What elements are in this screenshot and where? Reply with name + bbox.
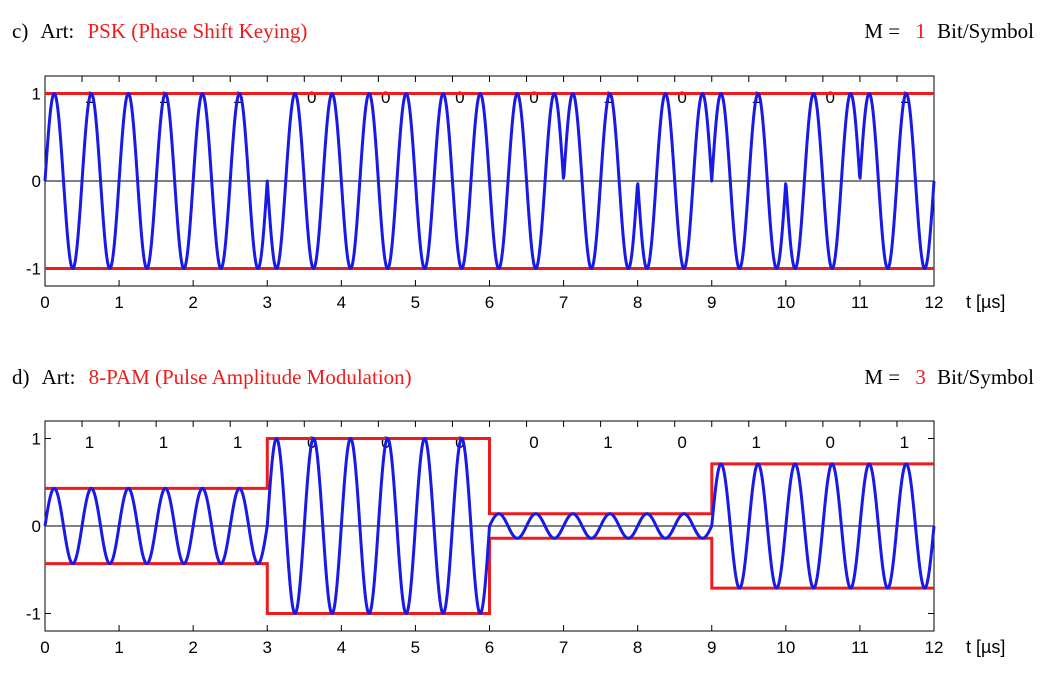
panel-c-title: PSK (Phase Shift Keying) — [88, 19, 308, 43]
panel-c-ytick-label: 1 — [32, 85, 41, 104]
panel-d-m-value: 3 — [915, 365, 926, 389]
panel-c-xtick-label: 9 — [707, 293, 716, 312]
panel-c-xtick-label: 11 — [851, 293, 869, 312]
panel-d-xtick-label: 12 — [925, 638, 944, 657]
panel-c-ytick-label: -1 — [26, 260, 41, 279]
panel-c-bit-label: 0 — [307, 88, 316, 107]
panel-d-xtick-label: 8 — [633, 638, 642, 657]
panel-d-plot: 0 1 2 3 4 5 6 7 8 9 10 11 12 t [µs]10-11 1 1 0 0 0 0 1 0 1 0 1 — [26, 420, 1005, 657]
panel-d-title: 8-PAM (Pulse Amplitude Modulation) — [89, 365, 412, 389]
panel-d-bit-label: 1 — [159, 433, 168, 452]
panel-c-bit-label: 0 — [455, 88, 464, 107]
panel-c-m-value: 1 — [915, 19, 926, 43]
panel-d-art-label: Art: — [42, 365, 76, 389]
panel-c-xtick-label: 8 — [633, 293, 642, 312]
panel-c-ytick-label: 0 — [32, 172, 41, 191]
panel-c-art-label: Art: — [40, 19, 74, 43]
panel-d-m-unit: Bit/Symbol — [937, 365, 1034, 389]
panel-d-xtick-label: 0 — [40, 638, 49, 657]
panel-c-header: c) Art: PSK (Phase Shift Keying) M = 1 B… — [12, 19, 1034, 43]
panel-d-header: d) Art: 8-PAM (Pulse Amplitude Modulatio… — [12, 365, 1034, 389]
panel-c-xtick-label: 6 — [485, 293, 494, 312]
svg-text:M = 1 Bit/Symbol: M = 1 Bit/Symbol — [864, 19, 1034, 43]
panel-d-xtick-label: 9 — [707, 638, 716, 657]
panel-d-bit-label: 1 — [603, 433, 612, 452]
panel-c-prefix: c) — [12, 19, 28, 43]
panel-d-bit-label: 0 — [677, 433, 686, 452]
panel-d-xtick-label: 1 — [114, 638, 123, 657]
panel-c-xlabel: t [µs] — [966, 292, 1005, 312]
panel-d-bit-label: 1 — [233, 433, 242, 452]
panel-d-xtick-label: 10 — [776, 638, 795, 657]
panel-d-xtick-label: 11 — [851, 638, 869, 657]
panel-c-xtick-label: 3 — [263, 293, 272, 312]
panel-d-prefix: d) — [12, 365, 30, 389]
panel-d-ytick-label: 1 — [32, 430, 41, 449]
panel-c-xtick-label: 7 — [559, 293, 568, 312]
panel-d-xlabel: t [µs] — [966, 637, 1005, 657]
panel-c-xtick-label: 12 — [925, 293, 944, 312]
panel-c-xtick-label: 2 — [188, 293, 197, 312]
svg-text:M = 3 Bit/Symbol: M = 3 Bit/Symbol — [864, 365, 1034, 389]
panel-d-bit-label: 1 — [751, 433, 760, 452]
panel-c-xtick-label: 10 — [776, 293, 795, 312]
panel-d-ytick-label: -1 — [26, 605, 41, 624]
panel-d-m-label: M = — [864, 365, 900, 389]
panel-c-bit-label: 0 — [381, 88, 390, 107]
panel-c-bit-label: 0 — [529, 88, 538, 107]
panel-d-xtick-label: 7 — [559, 638, 568, 657]
panel-d-ytick-label: 0 — [32, 517, 41, 536]
panel-c-m-unit: Bit/Symbol — [937, 19, 1034, 43]
panel-d-bit-label: 1 — [85, 433, 94, 452]
panel-c-plot: 0 1 2 3 4 5 6 7 8 9 10 11 12 t [µs]10-11 1 1 0 0 0 0 1 0 1 0 1 — [26, 75, 1005, 312]
panel-d-xtick-label: 6 — [485, 638, 494, 657]
panel-c-xtick-label: 5 — [411, 293, 420, 312]
panel-d-bit-label: 0 — [826, 433, 835, 452]
panel-c-bit-label: 0 — [677, 88, 686, 107]
panel-d-bit-label: 1 — [900, 433, 909, 452]
panel-c-m-label: M = — [864, 19, 900, 43]
panel-d-xtick-label: 2 — [188, 638, 197, 657]
panel-d-envelope-lower — [45, 536, 934, 615]
svg-text:d) Art: 8-PAM (Pul: d) Art: 8-PAM (Pulse Amplitude Modulatio… — [12, 365, 412, 389]
panel-c-xtick-label: 1 — [114, 293, 123, 312]
panel-c-xtick-label: 4 — [337, 293, 346, 312]
panel-c-carrier-signal — [43, 92, 936, 270]
panel-d-carrier-signal — [43, 437, 936, 615]
panel-c-xtick-label: 0 — [40, 293, 49, 312]
panel-c-bit-label: 0 — [826, 88, 835, 107]
panel-d-xtick-label: 4 — [337, 638, 346, 657]
panel-d-bit-label: 0 — [529, 433, 538, 452]
panel-d-envelope-upper — [45, 437, 934, 516]
panel-d-xtick-label: 3 — [263, 638, 272, 657]
svg-text:c) Art: PSK (Phase: c) Art: PSK (Phase Shift Keying) — [12, 19, 307, 43]
panel-d-xtick-label: 5 — [411, 638, 420, 657]
